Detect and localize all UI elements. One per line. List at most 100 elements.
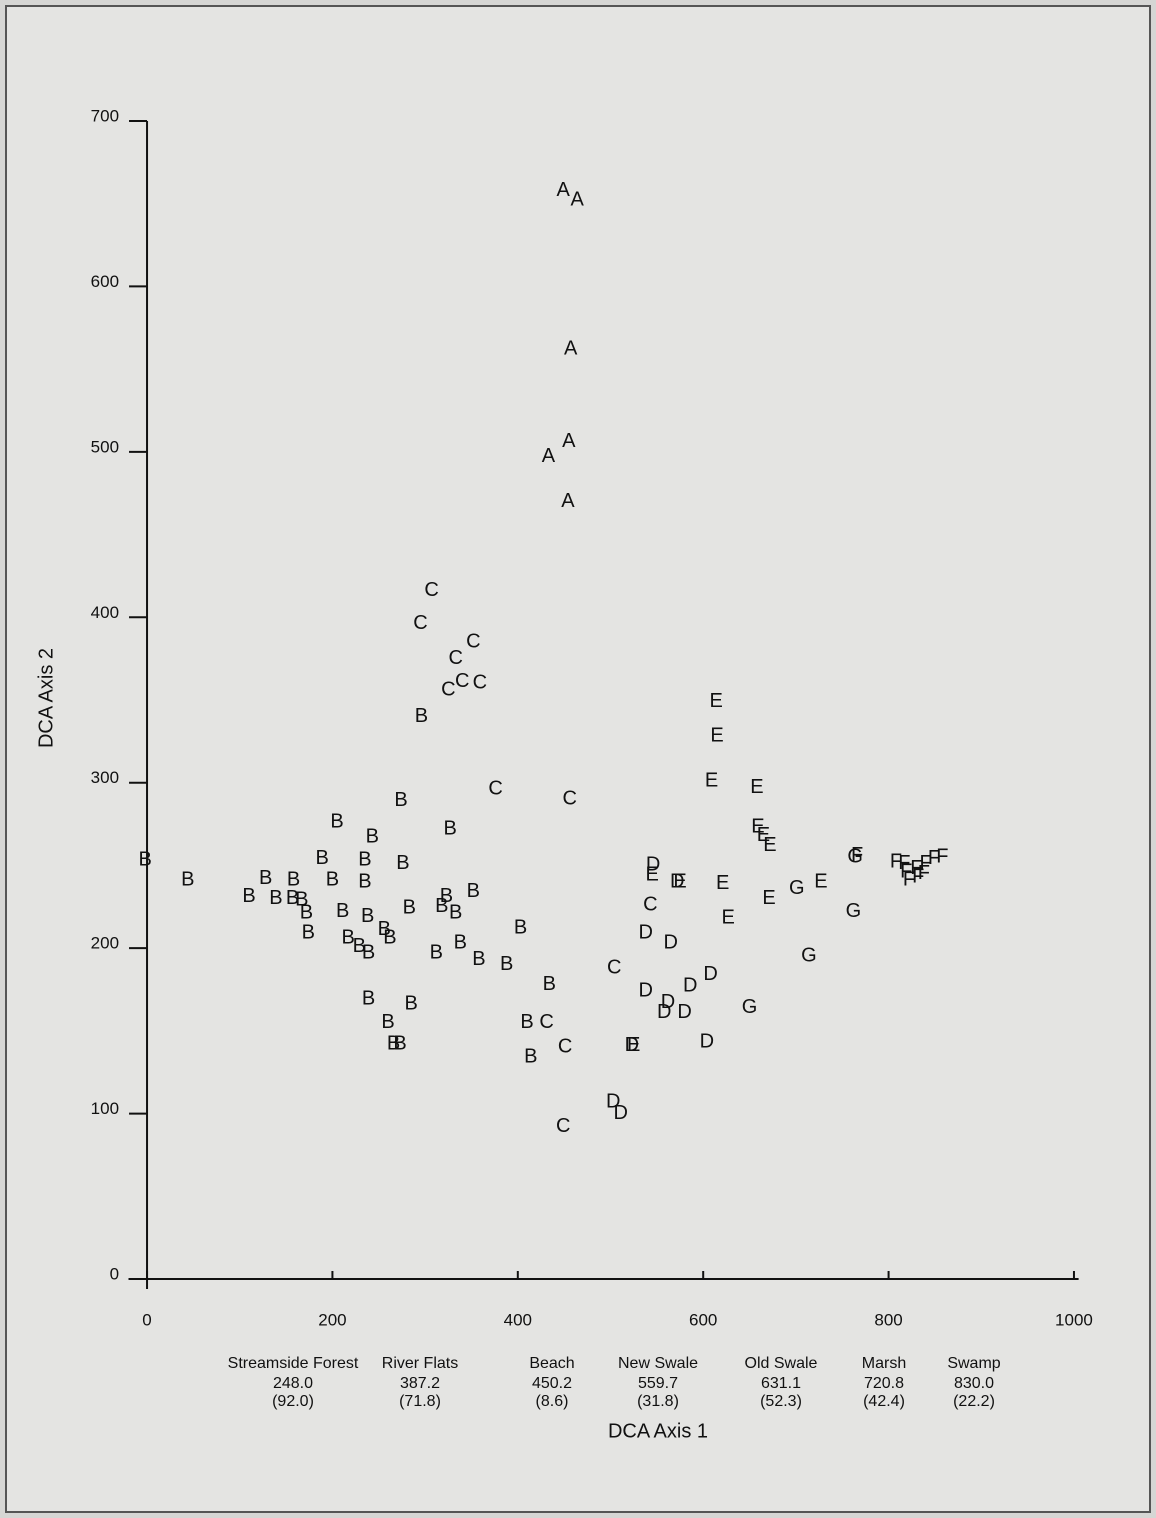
point-letter: B (326, 869, 339, 891)
point-letter: B (403, 897, 416, 919)
x-tick-label: 200 (318, 1310, 346, 1329)
community-score: 450.2 (532, 1375, 572, 1392)
point-letter: B (381, 1011, 394, 1033)
y-tick-label: 700 (91, 106, 119, 125)
point-letter: A (561, 490, 575, 512)
point-letter: B (269, 887, 282, 909)
point-letter: D (700, 1031, 714, 1053)
community-sd: (92.0) (272, 1393, 314, 1410)
community-name: New Swale (618, 1355, 698, 1372)
community-score: 248.0 (273, 1375, 313, 1392)
point-letter: A (562, 430, 576, 452)
point-letter: D (638, 979, 652, 1001)
point-letter: E (646, 864, 659, 886)
point-letter: B (393, 1032, 406, 1054)
point-letter: F (890, 850, 902, 872)
point-letter: B (353, 935, 366, 957)
point-letter: E (750, 776, 763, 798)
point-letter: B (181, 869, 194, 891)
point-letter: C (424, 579, 438, 601)
point-letter: G (742, 996, 758, 1018)
point-letter: B (524, 1046, 537, 1068)
point-letter: B (449, 902, 462, 924)
point-letter: B (430, 941, 443, 963)
point-letter: B (366, 826, 379, 848)
community-sd: (8.6) (536, 1393, 569, 1410)
community-name: Swamp (947, 1355, 1000, 1372)
point-letter: C (488, 778, 502, 800)
point-letter: E (722, 907, 735, 929)
community-sd: (31.8) (637, 1393, 679, 1410)
point-letter: C (643, 893, 657, 915)
point-letter: C (466, 630, 480, 652)
point-letter: B (361, 905, 374, 927)
point-letter: B (316, 847, 329, 869)
point-letter: D (606, 1090, 620, 1112)
y-tick-label: 100 (91, 1099, 119, 1118)
point-letter: B (405, 993, 418, 1015)
y-tick-label: 500 (91, 437, 119, 456)
point-letter: A (542, 445, 556, 467)
community-score: 830.0 (954, 1375, 994, 1392)
point-letter: B (242, 885, 255, 907)
point-letter: B (435, 895, 448, 917)
point-letter: E (673, 870, 686, 892)
point-letter: D (661, 991, 675, 1013)
point-letter: F (912, 865, 924, 887)
point-letter: B (287, 869, 300, 891)
point-letter: A (564, 338, 578, 360)
point-letter: E (709, 690, 722, 712)
point-letter: B (394, 789, 407, 811)
point-letter: D (683, 974, 697, 996)
point-letter: G (847, 845, 863, 867)
point-letter: F (851, 844, 863, 866)
point-letter: F (928, 847, 940, 869)
point-letter: B (454, 931, 467, 953)
point-letter: G (789, 877, 805, 899)
x-tick-label: 800 (874, 1310, 902, 1329)
point-letter: E (762, 887, 775, 909)
point-letter: C (441, 678, 455, 700)
point-letter: B (259, 867, 272, 889)
point-letter: C (448, 647, 462, 669)
point-letter: E (716, 872, 729, 894)
point-letter: B (440, 885, 453, 907)
point-letter: E (763, 834, 776, 856)
point-letter: D (664, 931, 678, 953)
x-tick-label: 400 (504, 1310, 532, 1329)
point-letter: F (918, 862, 930, 884)
point-letter: F (900, 860, 912, 882)
point-letter: B (415, 705, 428, 727)
point-letter: E (710, 725, 723, 747)
point-letter: C (473, 672, 487, 694)
point-letter: E (751, 816, 764, 838)
point-letter: B (500, 953, 513, 975)
point-letter: B (139, 849, 152, 871)
point-letter: E (814, 870, 827, 892)
point-letter: B (342, 926, 355, 948)
point-letter: F (910, 857, 922, 879)
y-axis-title: DCA Axis 2 (35, 648, 57, 748)
point-letter: C (558, 1036, 572, 1058)
point-letter: D (670, 870, 684, 892)
point-letter: B (362, 988, 375, 1010)
community-score: 720.8 (864, 1375, 904, 1392)
community-score: 631.1 (761, 1375, 801, 1392)
point-letter: B (378, 918, 391, 940)
point-letter: C (562, 788, 576, 810)
community-sd: (52.3) (760, 1393, 802, 1410)
point-letter: F (936, 845, 948, 867)
point-letter: F (898, 852, 910, 874)
point-letter: B (330, 811, 343, 833)
community-name: Beach (529, 1355, 574, 1372)
point-letter: B (396, 852, 409, 874)
point-letter: E (627, 1034, 640, 1056)
y-tick-label: 300 (91, 768, 119, 787)
point-letter: F (920, 852, 932, 874)
point-letter: E (757, 824, 770, 846)
point-letter: A (557, 179, 571, 201)
point-letter: B (358, 870, 371, 892)
point-letter: G (846, 900, 862, 922)
